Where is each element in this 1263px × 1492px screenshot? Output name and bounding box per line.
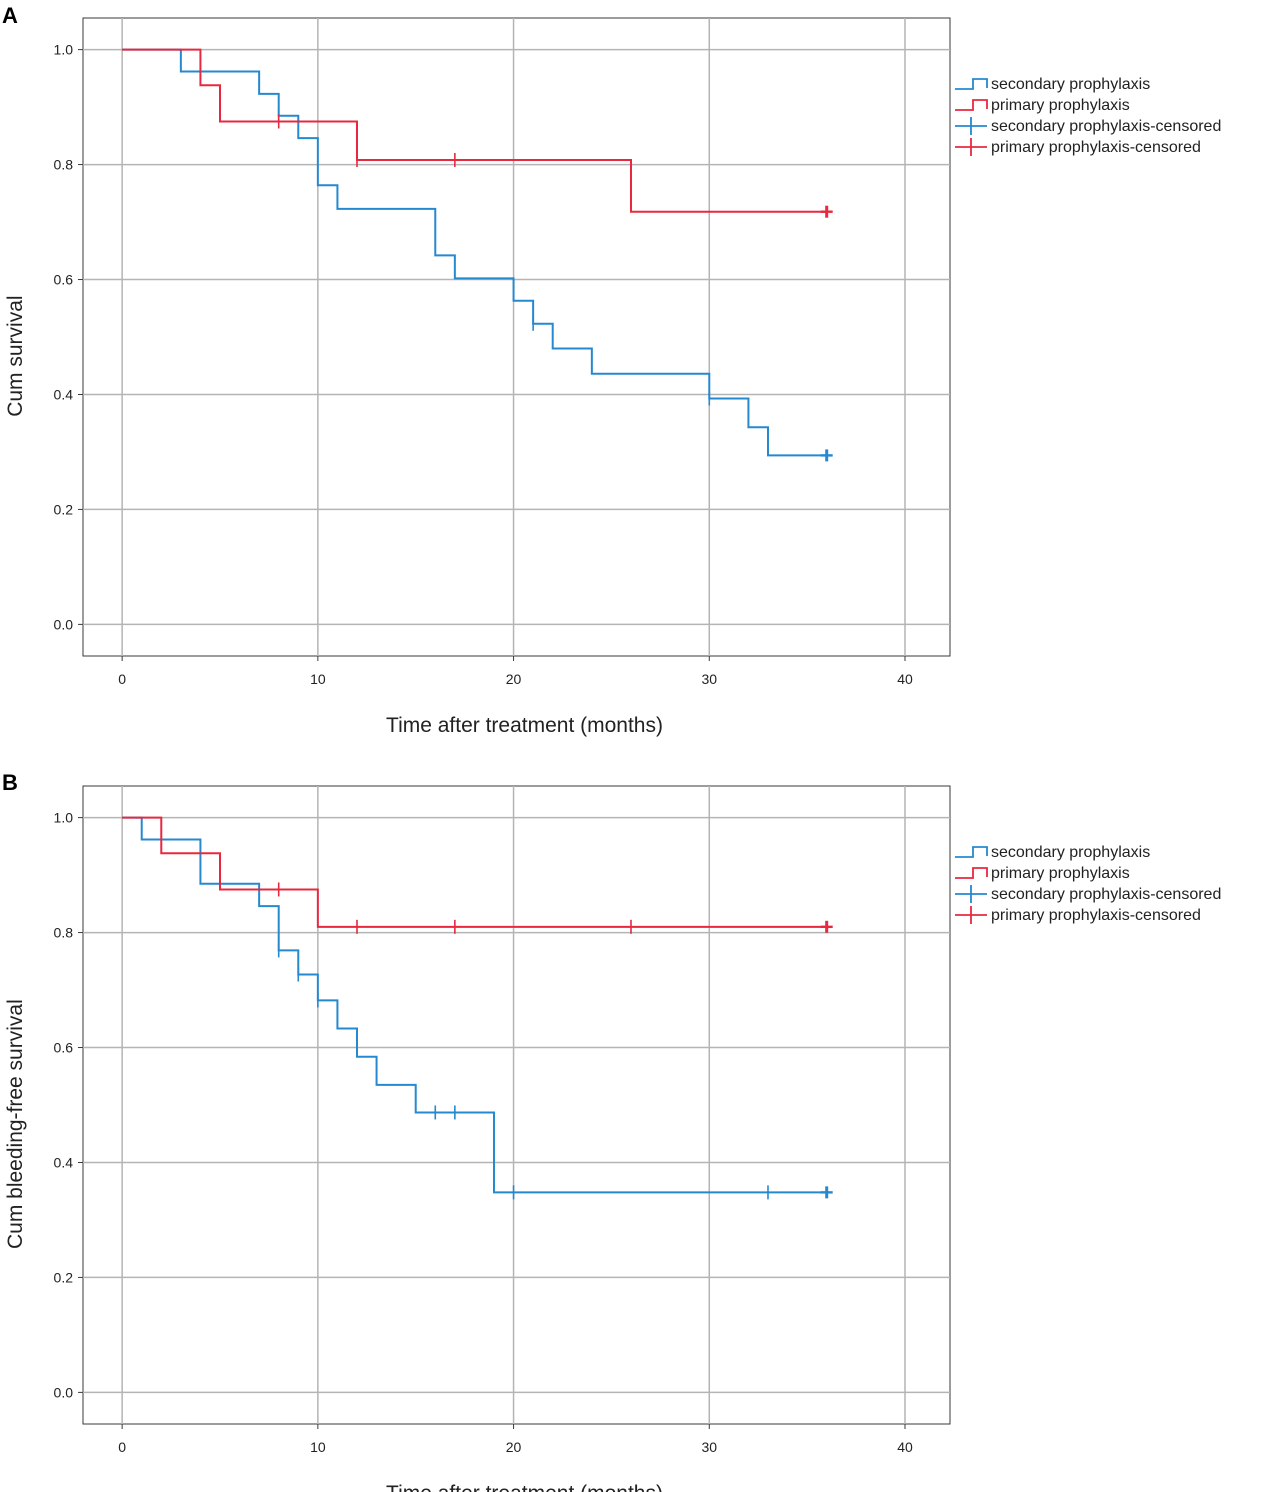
censored-mark-primary xyxy=(820,205,833,218)
y-axis-title: Cum survival xyxy=(4,295,27,416)
legend-label: primary prophylaxis-censored xyxy=(991,139,1201,156)
censored-mark-primary xyxy=(356,919,358,934)
legend-label: primary prophylaxis xyxy=(991,97,1130,114)
y-tick-label: 0.8 xyxy=(54,925,74,941)
panel-label: A xyxy=(2,3,18,28)
y-tick-label: 0.6 xyxy=(54,1040,74,1056)
x-axis-title: Time after treatment (months) xyxy=(386,714,663,737)
legend: secondary prophylaxis primary prophylaxis… xyxy=(955,76,1221,156)
y-tick-label: 1.0 xyxy=(54,42,74,58)
censored-mark-secondary xyxy=(454,1105,456,1120)
series-secondary xyxy=(122,816,833,1200)
legend-item: secondary prophylaxis-censored xyxy=(955,117,1221,135)
y-tick-label: 0.2 xyxy=(54,501,74,517)
legend-item: secondary prophylaxis-censored xyxy=(955,885,1221,903)
legend-item: primary prophylaxis xyxy=(955,97,1130,114)
legend-label: secondary prophylaxis-censored xyxy=(991,886,1221,903)
legend-swatch xyxy=(955,99,988,111)
y-axis-title: Cum bleeding-free survival xyxy=(4,999,27,1249)
censored-mark-primary xyxy=(454,152,456,167)
series-secondary xyxy=(122,48,833,462)
censored-mark-primary xyxy=(454,919,456,934)
legend-label: secondary prophylaxis-censored xyxy=(991,118,1221,135)
plot-frame xyxy=(82,785,951,1425)
legend-label: secondary prophylaxis xyxy=(991,76,1150,93)
y-tick-label: 0.0 xyxy=(54,616,74,632)
censored-mark-secondary xyxy=(434,1105,437,1120)
series-line-primary xyxy=(122,48,827,213)
y-tick-label: 0.6 xyxy=(54,272,74,288)
chart-panel-a: A 0 10 20 30 40 0.0 0.2 0.4 0.6 0.8 1.0 Time after t… xyxy=(2,3,1221,737)
legend-item: primary prophylaxis-censored xyxy=(955,138,1201,156)
censored-mark-secondary xyxy=(767,1185,769,1200)
x-tick-label: 40 xyxy=(897,1439,913,1455)
x-tick-label: 10 xyxy=(310,1439,326,1455)
censored-mark-secondary xyxy=(512,1185,515,1200)
legend-item: secondary prophylaxis xyxy=(955,844,1150,861)
panel-label: B xyxy=(2,770,18,795)
legend-item: primary prophylaxis-censored xyxy=(955,906,1201,924)
censored-mark-secondary xyxy=(532,316,534,331)
censored-mark-secondary xyxy=(820,1186,833,1199)
x-tick-label: 20 xyxy=(506,671,522,687)
legend-swatch xyxy=(955,78,988,90)
legend-label: secondary prophylaxis xyxy=(991,844,1150,861)
legend-label: primary prophylaxis-censored xyxy=(991,907,1201,924)
y-tick-label: 0.2 xyxy=(54,1269,74,1285)
y-tick-label: 0.8 xyxy=(54,157,74,173)
censored-mark-secondary xyxy=(317,993,319,1008)
x-tick-label: 20 xyxy=(506,1439,522,1455)
series-line-primary xyxy=(122,816,827,928)
series-primary xyxy=(122,816,833,934)
series-primary xyxy=(122,48,833,218)
x-tick-label: 10 xyxy=(310,671,326,687)
censored-mark-secondary xyxy=(297,967,300,982)
x-tick-label: 0 xyxy=(118,1439,126,1455)
censored-mark-secondary xyxy=(820,449,833,462)
x-axis-title: Time after treatment (months) xyxy=(386,1482,663,1492)
legend: secondary prophylaxis primary prophylaxis… xyxy=(955,844,1221,924)
y-tick-label: 0.4 xyxy=(54,1154,74,1170)
x-tick-label: 40 xyxy=(897,671,913,687)
censored-mark-primary xyxy=(277,114,280,129)
censored-mark-secondary xyxy=(708,391,711,406)
legend-swatch xyxy=(955,867,988,879)
censored-mark-primary xyxy=(277,882,280,897)
y-tick-label: 1.0 xyxy=(54,810,74,826)
legend-item: secondary prophylaxis xyxy=(955,76,1150,93)
censored-mark-primary xyxy=(820,920,833,933)
y-tick-label: 0.0 xyxy=(54,1384,74,1400)
censored-mark-primary xyxy=(630,919,632,934)
chart-panel-b: B 0 10 20 30 40 0.0 0.2 0.4 0.6 0.8 1.0 Time after t… xyxy=(2,770,1221,1492)
x-tick-label: 30 xyxy=(701,671,717,687)
x-tick-label: 30 xyxy=(701,1439,717,1455)
censored-mark-secondary xyxy=(277,943,280,958)
x-tick-label: 0 xyxy=(118,671,126,687)
y-tick-label: 0.4 xyxy=(54,386,74,402)
legend-label: primary prophylaxis xyxy=(991,865,1130,882)
censored-mark-primary xyxy=(356,152,358,167)
legend-swatch xyxy=(955,846,988,858)
plot-frame xyxy=(82,17,951,657)
series-line-secondary xyxy=(122,816,827,1194)
legend-item: primary prophylaxis xyxy=(955,865,1130,882)
